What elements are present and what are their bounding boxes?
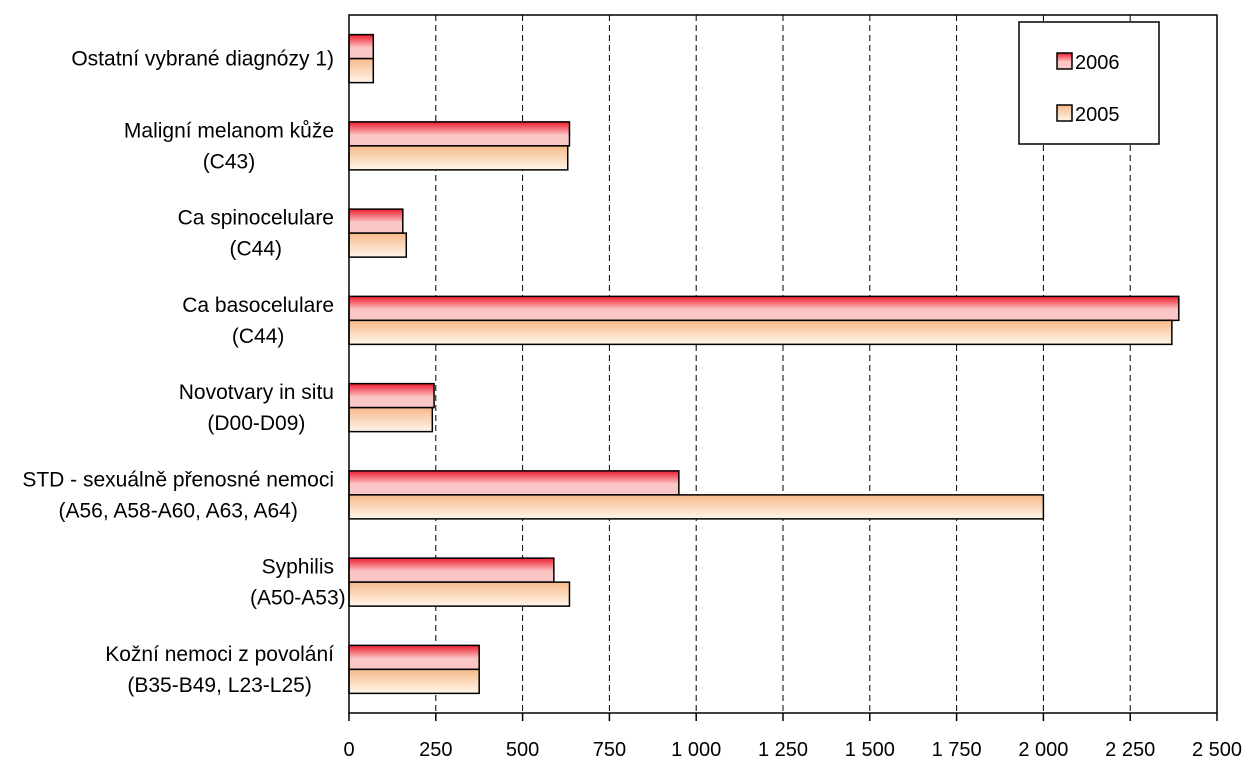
bar-2005 <box>348 57 375 84</box>
bar-2005 <box>348 668 480 695</box>
legend-swatch-2006 <box>1056 52 1073 70</box>
x-tick-label: 2 250 <box>1105 739 1155 761</box>
bar-2006 <box>348 644 480 671</box>
category-label-title: Novotvary in situ <box>179 381 334 404</box>
category-label-code: (C43) <box>203 150 256 173</box>
category-label: Ostatní vybrané diagnózy 1) <box>71 48 334 71</box>
x-tick-label: 1 250 <box>758 739 808 761</box>
category-label-title: Ca spinocelulare <box>178 207 334 230</box>
category-label-title: Syphilis <box>262 556 334 579</box>
legend-swatch-2005 <box>1056 104 1073 122</box>
bar-2005 <box>348 319 1173 346</box>
category-label: Ca basocelulare (C44) <box>182 294 334 348</box>
bar-2006 <box>348 470 680 496</box>
legend-label-2005: 2005 <box>1075 104 1120 126</box>
bar-2006 <box>348 557 555 583</box>
category-label-code: (A50-A53) <box>250 587 346 610</box>
x-tick-label: 0 <box>343 739 354 761</box>
category-label-title: STD - sexuálně přenosné nemoci <box>22 468 334 491</box>
x-axis-ticks: 0 250 500 750 1 000 1 250 1 500 1 750 2 000 2 250… <box>343 713 1242 761</box>
category-labels: Ostatní vybrané diagnózy 1) Maligní melan… <box>22 48 345 697</box>
category-label-title: Ostatní vybrané diagnózy 1) <box>71 48 334 71</box>
category-label: STD - sexuálně přenosné nemoci (A56, A58-… <box>22 468 334 522</box>
legend-label-2006: 2006 <box>1075 52 1120 74</box>
category-label-code: (C44) <box>232 325 285 348</box>
category-label-code: (C44) <box>230 238 283 261</box>
category-label: Kožní nemoci z povolání (B35-B49, L23-L25… <box>105 643 334 697</box>
legend: 2006 2005 <box>1018 21 1160 145</box>
category-label: Maligní melanom kůže (C43) <box>124 119 334 173</box>
legend-box <box>1018 21 1160 145</box>
category-label: Novotvary in situ (D00-D09) <box>179 381 334 435</box>
bar-2005 <box>348 145 569 171</box>
bar-2006 <box>348 121 571 147</box>
x-tick-label: 250 <box>419 739 452 761</box>
category-label-title: Maligní melanom kůže <box>124 119 334 142</box>
x-tick-label: 2 000 <box>1018 739 1068 761</box>
bar-2005 <box>348 494 1045 520</box>
category-label: Ca spinocelulare (C44) <box>178 207 334 261</box>
bar-2005 <box>348 581 571 607</box>
x-tick-label: 1 000 <box>671 739 721 761</box>
category-label-code: (A56, A58-A60, A63, A64) <box>58 499 297 522</box>
category-label-code: (B35-B49, L23-L25) <box>127 674 311 697</box>
x-tick-label: 1 750 <box>932 739 982 761</box>
bar-2006 <box>348 382 435 409</box>
x-tick-label: 1 500 <box>845 739 895 761</box>
category-label-code: (D00-D09) <box>207 412 305 435</box>
x-tick-label: 750 <box>593 739 626 761</box>
category-label-title: Kožní nemoci z povolání <box>105 643 334 666</box>
x-tick-label: 500 <box>506 739 539 761</box>
bar-2005 <box>348 406 434 433</box>
bar-2006 <box>348 208 404 234</box>
bar-2006 <box>348 295 1180 322</box>
category-label-title: Ca basocelulare <box>182 294 334 317</box>
bar-2006 <box>348 33 375 60</box>
bars <box>348 33 1180 695</box>
bar-2005 <box>348 232 408 258</box>
category-label: Syphilis (A50-A53) <box>250 556 346 610</box>
x-tick-label: 2 500 <box>1192 739 1242 761</box>
